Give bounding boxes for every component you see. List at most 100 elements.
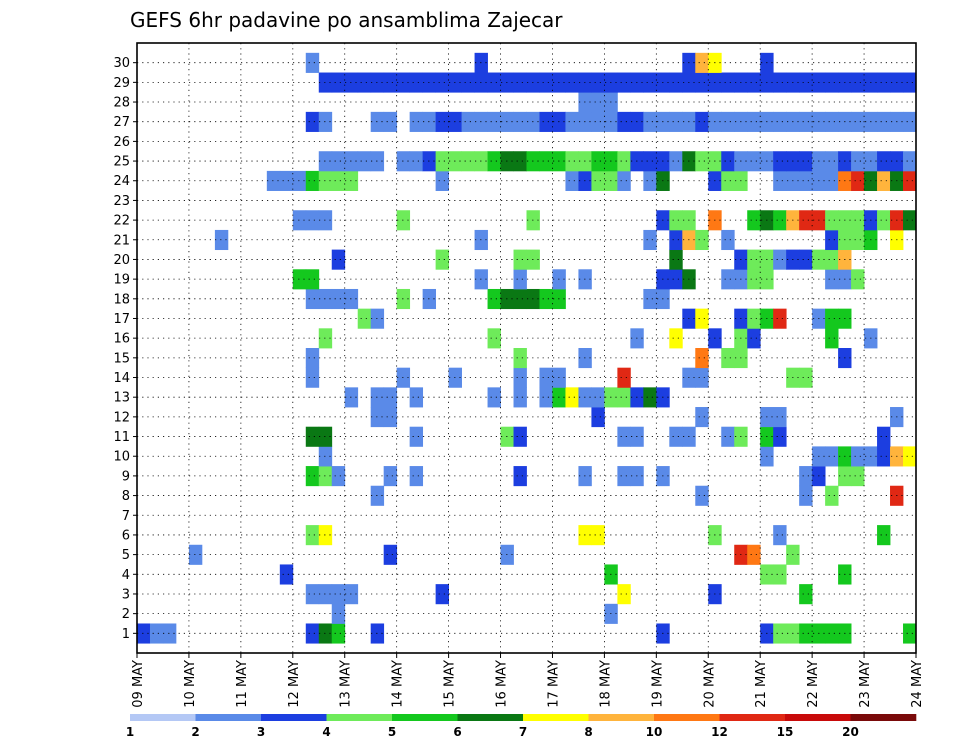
legend-label: 8 [584, 725, 592, 739]
heatmap-cell [513, 426, 527, 447]
heatmap-cell [435, 249, 449, 270]
heatmap-cell [851, 229, 865, 251]
heatmap-cell [773, 210, 787, 231]
heatmap-cell [305, 348, 320, 369]
heatmap-cell [617, 426, 631, 447]
heatmap-cell [721, 151, 735, 172]
heatmap-cell [331, 584, 346, 605]
chart-title: GEFS 6hr padavine po ansamblima Zajecar [130, 8, 563, 32]
heatmap-cell [383, 387, 398, 408]
legend-label: 5 [388, 725, 396, 739]
heatmap-cell [877, 72, 891, 93]
heatmap-cell [851, 446, 865, 467]
heatmap-cell [591, 525, 605, 546]
heatmap-cell [318, 210, 333, 231]
legend-swatch [130, 714, 196, 721]
heatmap-cell [747, 308, 761, 329]
y-tick-label: 21 [113, 233, 130, 248]
heatmap-cell [591, 407, 605, 428]
heatmap-cell [344, 72, 359, 93]
heatmap-cell [461, 72, 475, 93]
heatmap-cell [305, 52, 320, 73]
heatmap-cell [695, 308, 709, 329]
legend-swatch [392, 714, 458, 721]
heatmap-cell [721, 348, 735, 369]
heatmap-cell [305, 269, 320, 290]
heatmap-cell [591, 151, 605, 172]
heatmap-cell [383, 466, 398, 487]
heatmap-cell [305, 111, 320, 132]
heatmap-cell [331, 466, 346, 487]
heatmap-cell [825, 151, 839, 172]
y-tick-label: 17 [113, 312, 130, 327]
heatmap-cell [331, 249, 346, 270]
heatmap-cell [825, 269, 839, 290]
heatmap-cell [344, 151, 359, 172]
legend-swatch [785, 714, 851, 721]
x-tick-label: 16 MAY [495, 660, 510, 708]
heatmap-cell [513, 387, 527, 408]
heatmap-cell [617, 151, 631, 172]
y-tick-label: 16 [113, 332, 130, 347]
legend-swatch [719, 714, 786, 721]
heatmap-cell [344, 288, 359, 310]
heatmap-cell [513, 288, 527, 310]
y-tick-label: 1 [122, 627, 130, 642]
heatmap-cell [513, 72, 527, 93]
heatmap-cell [643, 387, 657, 408]
heatmap-cell [318, 111, 333, 132]
heatmap-cell [643, 229, 657, 251]
heatmap-cell [409, 111, 424, 132]
heatmap-cell [487, 111, 501, 132]
x-tick-label: 18 MAY [598, 660, 613, 708]
heatmap-cell [318, 72, 333, 93]
heatmap-cell [409, 387, 424, 408]
heatmap-cell [695, 485, 709, 506]
heatmap-cell [279, 170, 294, 191]
heatmap-cell [188, 544, 203, 565]
legend-label: 2 [191, 725, 199, 739]
y-tick-label: 30 [113, 56, 130, 71]
heatmap-cell [305, 584, 320, 605]
heatmap-cell [695, 52, 709, 73]
y-tick-label: 12 [113, 410, 130, 425]
heatmap-cell [565, 170, 579, 191]
y-tick-label: 26 [113, 135, 130, 150]
heatmap-cell [357, 151, 372, 172]
heatmap-cell [721, 170, 735, 191]
legend-swatch [654, 714, 720, 721]
heatmap-cell [617, 466, 631, 487]
heatmap-cell [799, 466, 813, 487]
color-legend: 1 2 3 4 5 6 7 8 10 12 15 20 [126, 714, 917, 739]
heatmap-cell [851, 466, 865, 487]
heatmap-cell [409, 466, 424, 487]
heatmap-cell [344, 387, 359, 408]
heatmap-cell [149, 623, 164, 644]
heatmap-cell [877, 525, 891, 546]
heatmap-cell [747, 249, 761, 270]
heatmap-cell [721, 229, 735, 251]
heatmap-cell [292, 269, 307, 290]
heatmap-cell [799, 584, 813, 605]
heatmap-cell [773, 407, 787, 428]
heatmap-cell [513, 466, 527, 487]
y-tick-label: 13 [113, 391, 130, 406]
heatmap-cell [773, 111, 787, 132]
heatmap-cell [825, 249, 839, 270]
y-tick-label: 2 [122, 607, 130, 622]
legend-label: 3 [257, 725, 265, 739]
legend-swatch [523, 714, 589, 721]
heatmap-cell [214, 229, 229, 251]
heatmap-cell [487, 328, 501, 349]
heatmap-cell [773, 151, 787, 172]
heatmap-cell [435, 151, 449, 172]
heatmap-cell [903, 72, 917, 93]
heatmap-cell [903, 151, 917, 172]
heatmap-cell [825, 446, 839, 467]
heatmap-cell [331, 151, 346, 172]
y-tick-label: 4 [122, 568, 130, 583]
heatmap-cell [435, 584, 449, 605]
legend-swatch [326, 714, 393, 721]
legend-label: 1 [126, 725, 134, 739]
x-tick-label: 10 MAY [183, 660, 198, 708]
